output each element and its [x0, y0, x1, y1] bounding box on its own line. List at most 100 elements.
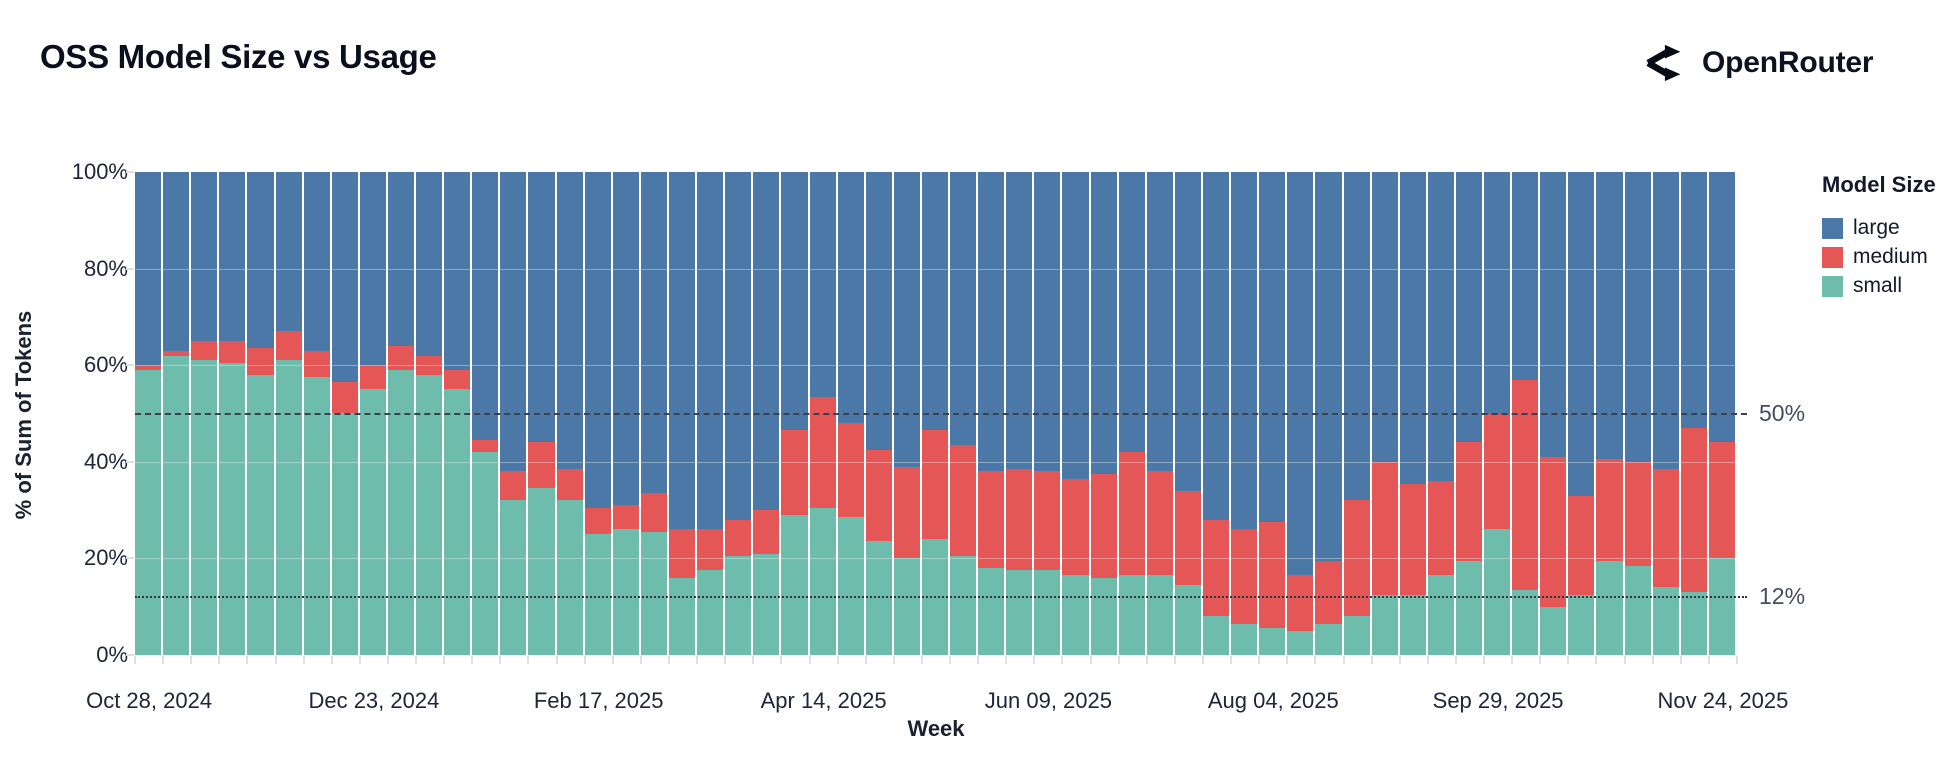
- bar-segment-medium: [556, 469, 583, 501]
- gridline: [135, 558, 1737, 560]
- bar-stack: [921, 172, 949, 655]
- x-tick-mark: [583, 656, 586, 664]
- bar-segment-small: [1708, 558, 1735, 655]
- x-tick-mark: [134, 656, 136, 664]
- bar-segment-large: [1568, 172, 1595, 496]
- x-tick-mark: [864, 656, 867, 664]
- bar-segment-medium: [781, 430, 808, 515]
- gridline: [135, 365, 1737, 367]
- bar-segment-medium: [1568, 495, 1595, 595]
- bar-segment-large: [1203, 172, 1230, 520]
- bar-segment-small: [837, 517, 864, 655]
- x-tick-mark: [696, 656, 699, 664]
- bar-segment-medium: [1427, 481, 1454, 576]
- page-title: OSS Model Size vs Usage: [40, 38, 437, 75]
- bar-segment-large: [191, 172, 218, 342]
- bar-segment-medium: [303, 350, 330, 378]
- bar-segment-medium: [1034, 471, 1061, 571]
- bar-segment-large: [1006, 172, 1033, 470]
- legend-title: Model Size: [1822, 172, 1936, 197]
- x-tick-mark: [386, 656, 389, 664]
- bar-segment-medium: [809, 396, 836, 508]
- x-tick-mark: [780, 656, 783, 664]
- bar-segment-small: [331, 413, 358, 655]
- bar-segment-small: [1427, 575, 1454, 655]
- bar-segment-large: [1146, 172, 1173, 472]
- x-tick-mark: [1454, 656, 1457, 664]
- bar-segment-small: [1624, 565, 1651, 655]
- bar-segment-small: [1596, 560, 1623, 655]
- bar-segment-medium: [1680, 427, 1707, 593]
- bar-segment-medium: [247, 348, 274, 375]
- bar-stack: [472, 172, 499, 655]
- bar-segment-small: [584, 534, 611, 655]
- bar-stack: [865, 172, 892, 655]
- bar-segment-small: [640, 531, 667, 655]
- x-tick-mark: [555, 656, 558, 664]
- reference-line-12%: [135, 596, 1747, 598]
- bar-stack: [1034, 172, 1061, 655]
- bar-segment-small: [1287, 630, 1314, 655]
- bar-segment-medium: [1624, 461, 1651, 566]
- bar-segment-large: [163, 172, 190, 351]
- x-tick-mark: [611, 656, 614, 664]
- bar-segment-medium: [444, 370, 471, 390]
- legend-item-label: large: [1853, 216, 1900, 239]
- x-tick-mark: [1117, 656, 1120, 664]
- x-tick-mark: [218, 656, 221, 664]
- bar-segment-large: [500, 172, 527, 472]
- bar-segment-large: [809, 172, 836, 397]
- bar-segment-large: [359, 172, 386, 366]
- x-tick-label: Sep 29, 2025: [1432, 688, 1564, 713]
- x-tick-mark: [1286, 656, 1289, 664]
- x-tick-mark: [330, 656, 333, 664]
- x-tick-mark: [752, 656, 755, 664]
- bar-segment-small: [1343, 616, 1370, 655]
- x-tick-mark: [1426, 656, 1429, 664]
- bar-stack: [1203, 172, 1230, 655]
- bar-segment-small: [219, 362, 246, 655]
- x-tick-mark: [1511, 656, 1514, 664]
- x-tick-mark: [162, 656, 165, 664]
- bar-segment-large: [1371, 172, 1398, 462]
- bar-stack: [1090, 172, 1117, 655]
- bar-segment-medium: [978, 471, 1005, 569]
- x-tick-mark: [1314, 656, 1317, 664]
- reference-line-50%: [135, 412, 1747, 415]
- bar-segment-small: [500, 500, 527, 655]
- bar-segment-medium: [1090, 473, 1117, 578]
- bar-stack: [640, 172, 667, 655]
- bar-stack: [781, 172, 808, 655]
- bar-segment-large: [837, 172, 864, 424]
- bar-segment-medium: [1118, 452, 1145, 576]
- bar-stack: [528, 172, 555, 655]
- bar-stack: [500, 172, 527, 655]
- x-tick-mark: [639, 656, 642, 664]
- bar-segment-medium: [359, 365, 386, 390]
- bar-segment-medium: [275, 331, 302, 361]
- bar-segment-large: [416, 172, 443, 356]
- x-tick-mark: [977, 656, 980, 664]
- bar-segment-small: [1203, 616, 1230, 655]
- bar-stack: [1484, 172, 1511, 655]
- legend: Model Size large medium small: [1822, 172, 1952, 303]
- bar-segment-medium: [1652, 469, 1679, 588]
- bar-segment-large: [669, 172, 696, 530]
- bar-segment-large: [1652, 172, 1679, 470]
- bar-segment-medium: [753, 510, 780, 554]
- bar-segment-large: [950, 172, 977, 445]
- x-tick-mark: [1651, 656, 1654, 664]
- bar-segment-large: [1512, 172, 1539, 380]
- bar-stack: [416, 172, 443, 655]
- bar-segment-medium: [1062, 478, 1089, 576]
- x-tick-mark: [246, 656, 249, 664]
- bar-stack: [1287, 172, 1314, 655]
- x-tick-mark: [190, 656, 193, 664]
- bar-segment-medium: [500, 471, 527, 501]
- x-tick-mark: [1061, 656, 1064, 664]
- x-tick-label: Apr 14, 2025: [760, 688, 887, 713]
- bar-segment-large: [865, 172, 892, 450]
- bar-segment-medium: [1484, 413, 1511, 530]
- bar-segment-large: [1596, 172, 1623, 460]
